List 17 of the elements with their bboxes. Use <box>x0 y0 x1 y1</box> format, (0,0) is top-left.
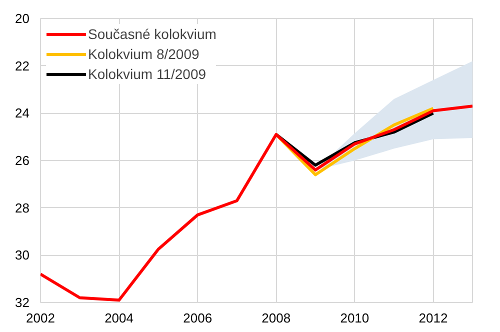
legend-label: Kolokvium 11/2009 <box>88 66 206 82</box>
legend-label: Současné kolokvium <box>88 26 216 42</box>
line-series <box>40 104 472 302</box>
x-tick-label: 2002 <box>26 310 55 326</box>
y-tick-label: 32 <box>15 295 30 310</box>
y-tick-label: 22 <box>15 58 30 74</box>
y-tick-label: 30 <box>15 248 30 263</box>
legend-label: Kolokvium 8/2009 <box>88 46 200 62</box>
x-tick-label: 2012 <box>418 310 448 326</box>
y-tick-label: 20 <box>15 11 30 26</box>
y-tick-label: 24 <box>15 106 30 121</box>
x-tick-label: 2010 <box>340 310 370 326</box>
y-tick-label: 26 <box>15 153 30 168</box>
x-tick-label: 2006 <box>183 310 212 326</box>
x-tick-label: 2004 <box>104 310 134 326</box>
y-tick-label: 28 <box>15 200 30 216</box>
x-tick-label: 2008 <box>262 310 291 326</box>
